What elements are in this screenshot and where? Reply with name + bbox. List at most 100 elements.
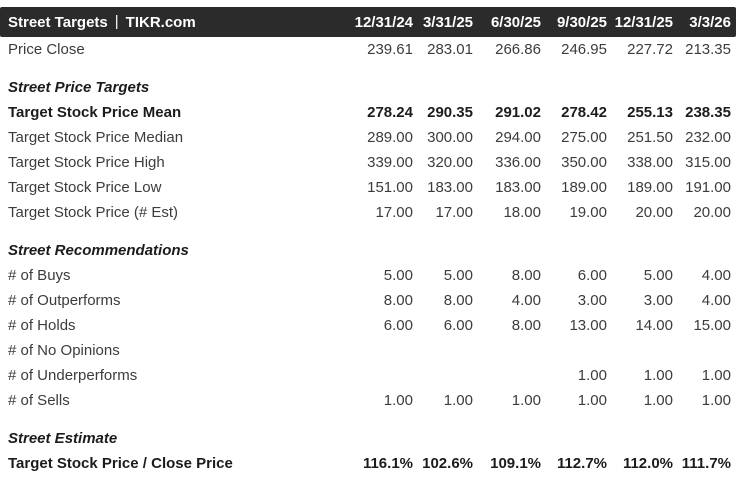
section-label: Street Price Targets (8, 79, 150, 96)
cell-value: 275.00 (561, 129, 607, 146)
cell-value: 112.7% (556, 455, 607, 472)
cell-value: 339.00 (367, 154, 413, 171)
cell-value: 1.00 (701, 367, 731, 384)
cell-value: 350.00 (561, 154, 607, 171)
cell-value: 112.0% (622, 455, 673, 472)
cell-value: 5.00 (383, 267, 413, 284)
cell-value: 102.6% (422, 455, 473, 472)
table-row: Target Stock Price High 339.00 320.00 336.0… (0, 150, 736, 175)
section-header: Street Estimate (0, 426, 736, 451)
table-row: Target Stock Price Median 289.00 300.00 294… (0, 125, 736, 150)
cell-value: 20.00 (693, 204, 731, 221)
cell-value: 19.00 (569, 204, 607, 221)
table-row: Price Close 239.61 283.01 266.86 246.95 227.7… (0, 37, 736, 62)
cell-value: 246.95 (561, 41, 607, 58)
cell-value: 8.00 (383, 292, 413, 309)
cell-value: 315.00 (685, 154, 731, 171)
cell-value: 109.1% (490, 455, 541, 472)
cell-value: 336.00 (495, 154, 541, 171)
table-row: Target Stock Price / Close Price 116.1% 10… (0, 451, 736, 476)
cell-value: 255.13 (627, 104, 673, 121)
column-header-4: 9/30/25 (556, 13, 607, 31)
title-left: Street Targets (8, 13, 108, 31)
table-header-row: Street Targets | TIKR.com 12/31/24 3/31/25… (0, 7, 736, 37)
cell-value: 15.00 (693, 317, 731, 334)
row-label: # of No Opinions (8, 342, 120, 359)
cell-value: 283.01 (427, 41, 473, 58)
cell-value: 183.00 (495, 179, 541, 196)
cell-value: 1.00 (577, 367, 607, 384)
cell-value: 213.35 (685, 41, 731, 58)
table-row: Target Stock Price Mean 278.24 290.35 291.0… (0, 100, 736, 125)
cell-value: 189.00 (561, 179, 607, 196)
table-row: Target Stock Price (# Est) 17.00 17.00 18.0… (0, 200, 736, 225)
row-label: Target Stock Price (# Est) (8, 204, 179, 221)
table-row: # of Outperforms 8.00 8.00 4.00 3.00 3.00 4.00 (0, 288, 736, 313)
cell-value: 18.00 (503, 204, 541, 221)
row-label: Target Stock Price Median (8, 129, 184, 146)
column-header-2: 3/31/25 (422, 13, 473, 31)
cell-value: 17.00 (375, 204, 413, 221)
row-label: # of Outperforms (8, 292, 121, 309)
cell-value: 289.00 (367, 129, 413, 146)
cell-value: 151.00 (367, 179, 413, 196)
cell-value: 251.50 (627, 129, 673, 146)
section-header: Street Price Targets (0, 75, 736, 100)
row-label: # of Underperforms (8, 367, 138, 384)
cell-value: 8.00 (443, 292, 473, 309)
table-row: # of No Opinions (0, 338, 736, 363)
column-header-5: 12/31/25 (614, 13, 673, 31)
cell-value: 6.00 (443, 317, 473, 334)
column-header-3: 6/30/25 (490, 13, 541, 31)
cell-value: 5.00 (643, 267, 673, 284)
cell-value: 338.00 (627, 154, 673, 171)
cell-value: 1.00 (511, 392, 541, 409)
cell-value: 3.00 (643, 292, 673, 309)
row-label: Target Stock Price Low (8, 179, 162, 196)
table-header-bar: Street Targets | TIKR.com 12/31/24 3/31/25… (0, 7, 736, 37)
cell-value: 227.72 (627, 41, 673, 58)
cell-value: 278.24 (367, 104, 413, 121)
section-label: Street Recommendations (8, 242, 189, 259)
cell-value: 1.00 (577, 392, 607, 409)
cell-value: 1.00 (443, 392, 473, 409)
cell-value: 1.00 (643, 367, 673, 384)
cell-value: 1.00 (701, 392, 731, 409)
column-header-6: 3/3/26 (689, 13, 731, 31)
cell-value: 290.35 (427, 104, 473, 121)
cell-value: 1.00 (383, 392, 413, 409)
cell-value: 17.00 (435, 204, 473, 221)
cell-value: 8.00 (511, 267, 541, 284)
cell-value: 6.00 (577, 267, 607, 284)
row-label: Target Stock Price / Close Price (8, 455, 233, 472)
table-row: # of Buys 5.00 5.00 8.00 6.00 5.00 4.00 (0, 263, 736, 288)
cell-value: 291.02 (495, 104, 541, 121)
section-label: Street Estimate (8, 430, 118, 447)
cell-value: 239.61 (367, 41, 413, 58)
cell-value: 116.1% (362, 455, 413, 472)
row-label: # of Buys (8, 267, 71, 284)
cell-value: 4.00 (511, 292, 541, 309)
cell-value: 266.86 (495, 41, 541, 58)
section-header: Street Recommendations (0, 238, 736, 263)
cell-value: 232.00 (685, 129, 731, 146)
column-header-1: 12/31/24 (354, 13, 413, 31)
cell-value: 183.00 (427, 179, 473, 196)
cell-value: 4.00 (701, 292, 731, 309)
cell-value: 20.00 (635, 204, 673, 221)
table-row: # of Underperforms 1.00 1.00 1.00 (0, 363, 736, 388)
row-label: # of Sells (8, 392, 70, 409)
cell-value: 294.00 (495, 129, 541, 146)
cell-value: 13.00 (569, 317, 607, 334)
cell-value: 189.00 (627, 179, 673, 196)
table-row: # of Sells 1.00 1.00 1.00 1.00 1.00 1.00 (0, 388, 736, 413)
cell-value: 14.00 (635, 317, 673, 334)
table-row: Target Stock Price Low 151.00 183.00 183.00… (0, 175, 736, 200)
cell-value: 320.00 (427, 154, 473, 171)
table-title: Street Targets | TIKR.com (8, 13, 346, 31)
cell-value: 6.00 (383, 317, 413, 334)
cell-value: 1.00 (643, 392, 673, 409)
cell-value: 300.00 (427, 129, 473, 146)
cell-value: 111.7% (681, 455, 731, 472)
